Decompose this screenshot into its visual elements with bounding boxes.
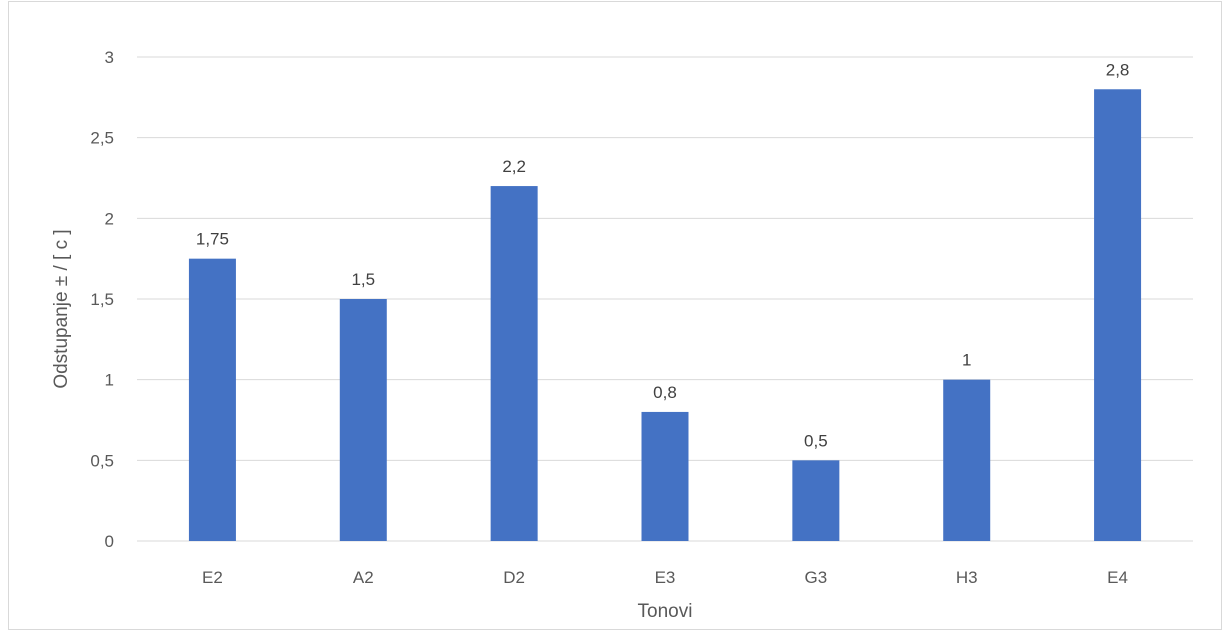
y-tick-label: 0,5 bbox=[90, 451, 114, 470]
data-label: 0,5 bbox=[804, 431, 828, 450]
bar-a2 bbox=[339, 299, 387, 541]
y-tick-label: 3 bbox=[105, 48, 114, 67]
x-tick-label: G3 bbox=[805, 568, 828, 587]
y-tick-label: 1 bbox=[105, 371, 114, 390]
x-tick-label: D2 bbox=[503, 568, 525, 587]
data-label: 1,75 bbox=[196, 230, 229, 249]
data-label: 0,8 bbox=[653, 383, 677, 402]
data-label: 2,2 bbox=[502, 157, 526, 176]
y-tick-label: 0 bbox=[105, 532, 114, 551]
y-tick-label: 2 bbox=[105, 209, 114, 228]
x-axis-ticks: E2 A2 D2 E3 G3 H3 E4 bbox=[202, 568, 1128, 587]
x-tick-label: E3 bbox=[655, 568, 676, 587]
data-label: 1 bbox=[962, 351, 971, 370]
y-tick-label: 2,5 bbox=[90, 129, 114, 148]
y-tick-label: 1,5 bbox=[90, 290, 114, 309]
bar-h3 bbox=[943, 379, 991, 541]
bar-d2 bbox=[490, 186, 538, 542]
bar-e4 bbox=[1094, 89, 1142, 542]
data-labels: 1,75 1,5 2,2 0,8 0,5 1 2,8 bbox=[196, 60, 1130, 450]
bar-g3 bbox=[792, 460, 840, 541]
bar-e3 bbox=[641, 411, 689, 541]
gridlines bbox=[137, 56, 1193, 542]
y-axis-ticks: 0 0,5 1 1,5 2 2,5 3 bbox=[90, 48, 114, 551]
x-tick-label: E4 bbox=[1107, 568, 1128, 587]
data-label: 2,8 bbox=[1106, 60, 1130, 79]
bars bbox=[188, 89, 1142, 542]
x-tick-label: H3 bbox=[956, 568, 978, 587]
x-axis-title: Tonovi bbox=[638, 601, 693, 622]
x-tick-label: A2 bbox=[353, 568, 374, 587]
bar-e2 bbox=[188, 258, 236, 541]
x-tick-label: E2 bbox=[202, 568, 223, 587]
y-axis-title: Odstupanje ± / [ c ] bbox=[51, 229, 72, 388]
data-label: 1,5 bbox=[351, 270, 375, 289]
